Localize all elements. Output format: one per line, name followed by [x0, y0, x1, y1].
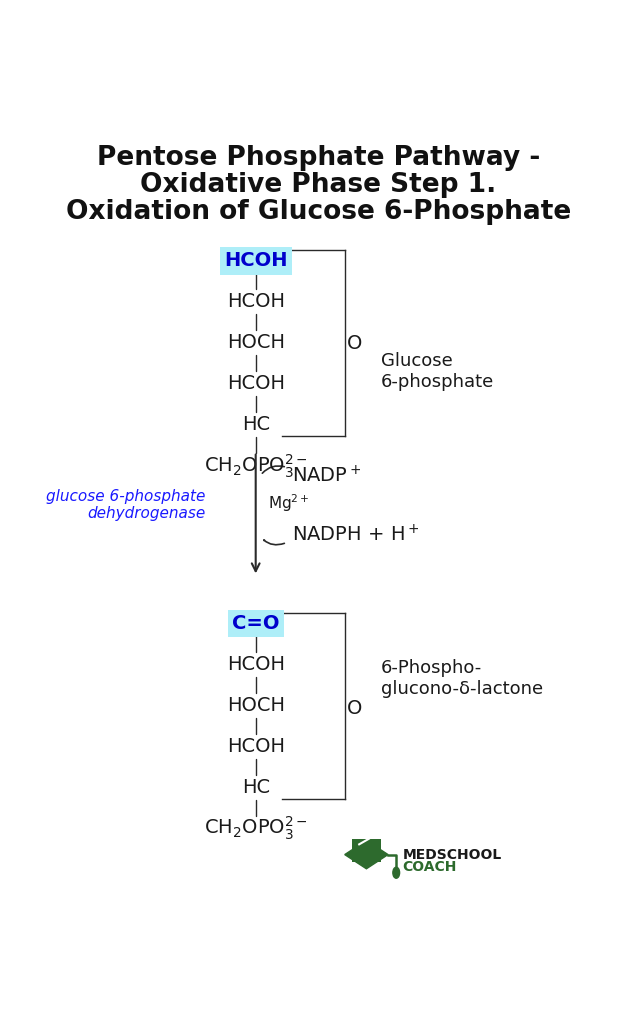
- Text: NADPH + H$^+$: NADPH + H$^+$: [292, 524, 419, 545]
- Text: Mg$^{2+}$: Mg$^{2+}$: [268, 493, 309, 514]
- Text: MEDSCHOOL: MEDSCHOOL: [402, 848, 502, 861]
- Text: C=O: C=O: [232, 614, 279, 633]
- Text: Glucose
6-phosphate: Glucose 6-phosphate: [381, 352, 494, 390]
- Circle shape: [393, 867, 399, 879]
- Text: HC: HC: [242, 416, 270, 434]
- FancyArrowPatch shape: [262, 466, 284, 473]
- Text: glucose 6-phosphate
dehydrogenase: glucose 6-phosphate dehydrogenase: [46, 489, 205, 521]
- Text: NADP$^+$: NADP$^+$: [292, 465, 361, 486]
- FancyBboxPatch shape: [352, 839, 381, 862]
- Text: HCOH: HCOH: [227, 737, 284, 756]
- Text: Pentose Phosphate Pathway -: Pentose Phosphate Pathway -: [97, 145, 540, 171]
- Polygon shape: [345, 841, 388, 868]
- Text: O: O: [347, 699, 362, 718]
- Text: 6-Phospho-
glucono-δ-lactone: 6-Phospho- glucono-δ-lactone: [381, 659, 543, 698]
- Text: HCOH: HCOH: [227, 293, 284, 311]
- Text: HOCH: HOCH: [227, 696, 284, 715]
- Text: Oxidative Phase Step 1.: Oxidative Phase Step 1.: [140, 172, 496, 198]
- FancyArrowPatch shape: [264, 540, 284, 545]
- Text: CH$_2$OPO$_3^{2-}$: CH$_2$OPO$_3^{2-}$: [204, 815, 307, 843]
- Text: Oxidation of Glucose 6-Phosphate: Oxidation of Glucose 6-Phosphate: [66, 199, 571, 224]
- Text: HCOH: HCOH: [227, 655, 284, 674]
- Text: COACH: COACH: [402, 860, 457, 874]
- Text: CH$_2$OPO$_3^{2-}$: CH$_2$OPO$_3^{2-}$: [204, 453, 307, 479]
- Text: HOCH: HOCH: [227, 334, 284, 352]
- Text: HC: HC: [242, 778, 270, 797]
- Text: HCOH: HCOH: [227, 375, 284, 393]
- Text: O: O: [347, 334, 362, 353]
- Text: HCOH: HCOH: [224, 251, 288, 270]
